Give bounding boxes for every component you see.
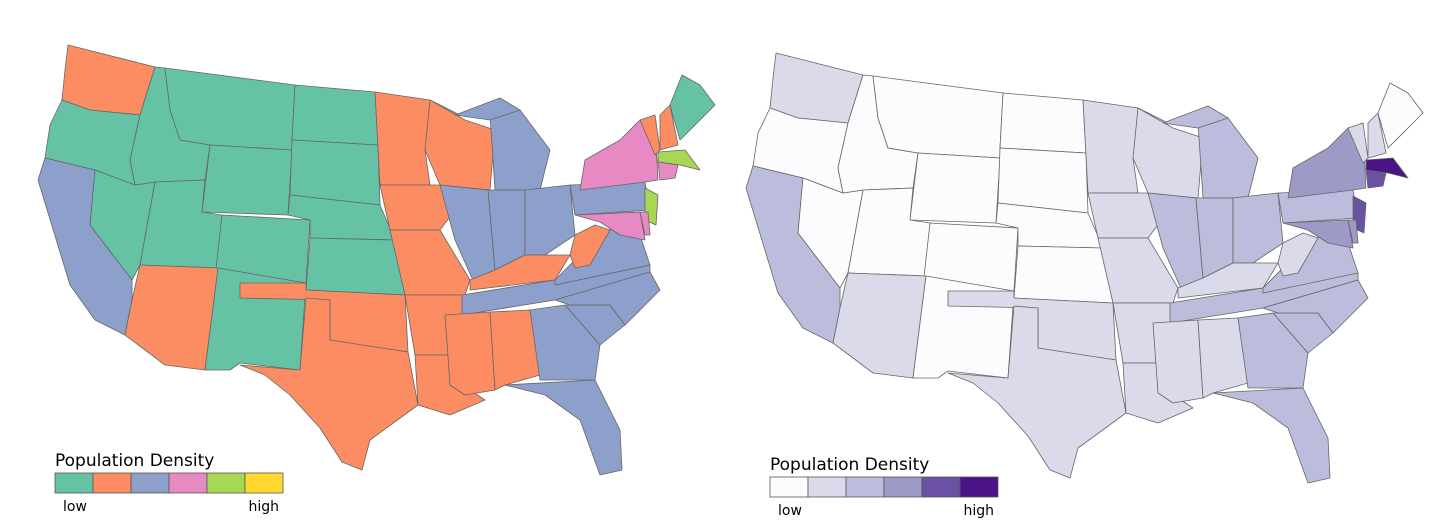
region [529,304,601,381]
legend-swatch [92,472,132,494]
region [997,147,1089,214]
region [239,297,419,471]
region [524,184,576,256]
legend-swatch [845,476,885,498]
legend-low: low [63,499,87,515]
region [201,144,293,216]
legend-swatch [130,472,170,494]
region [1212,387,1331,484]
region [1347,219,1359,244]
region [379,184,456,231]
legend-high: high [963,503,994,519]
region [1162,105,1229,129]
legend-swatch [168,472,208,494]
region [909,152,1001,224]
region [657,149,701,171]
legend-swatch [769,476,809,498]
region [1097,237,1179,304]
legend-swatch [807,476,847,498]
region [61,44,156,116]
region [1262,279,1369,334]
region [444,311,496,396]
region [769,52,864,124]
region [669,74,716,141]
legend-title: Population Density [55,451,214,471]
region [554,271,661,326]
region [389,229,471,296]
region [1177,262,1279,299]
legend: Population Density low high [54,451,284,515]
region [832,272,927,379]
region [164,67,296,151]
region [504,379,623,476]
region [1377,82,1424,149]
region [124,264,219,371]
region [872,75,1004,159]
region [489,109,551,191]
region [1367,112,1387,159]
region [999,92,1087,154]
region [1277,232,1319,277]
legend-swatch [54,472,94,494]
region [659,104,679,151]
legend-high: high [248,499,279,515]
map [745,52,1424,484]
region [574,211,646,241]
region [1237,312,1309,389]
region [1365,157,1409,179]
region [454,97,521,121]
legend-swatch [883,476,923,498]
region [947,305,1127,479]
region [289,139,381,206]
region [1197,317,1249,399]
region [469,254,571,291]
region [657,161,679,181]
legend-swatch [921,476,961,498]
region [639,211,651,236]
region [291,84,379,146]
region [1365,169,1387,189]
region [569,224,611,269]
region [1197,117,1259,199]
region [1013,245,1114,304]
legend-swatch [206,472,246,494]
legend-low: low [778,503,802,519]
legend-title: Population Density [770,455,929,475]
legend: Population Density low high [769,455,999,519]
region [489,309,541,391]
region [1087,192,1164,239]
region [1152,319,1204,404]
legend-swatch [244,472,284,494]
region [1232,192,1284,264]
map [37,44,716,476]
region [305,237,406,296]
region [1282,219,1354,249]
legend-swatch [959,476,999,498]
